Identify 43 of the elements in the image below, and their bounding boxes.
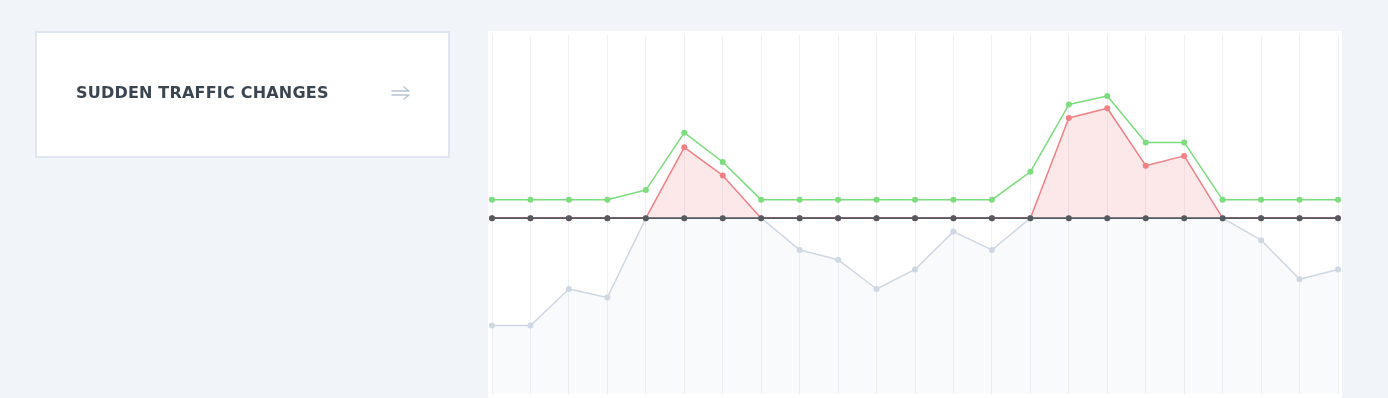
point xyxy=(835,196,842,203)
point xyxy=(565,196,572,203)
point xyxy=(527,196,534,203)
point xyxy=(988,196,995,203)
point xyxy=(1065,115,1072,122)
point xyxy=(1104,93,1111,100)
point xyxy=(1065,101,1072,108)
point xyxy=(1296,276,1303,283)
point xyxy=(1104,105,1111,112)
point xyxy=(758,196,765,203)
point xyxy=(796,196,803,203)
point xyxy=(1027,168,1034,175)
point xyxy=(1142,162,1149,169)
point xyxy=(1335,266,1341,273)
point xyxy=(642,187,649,194)
point xyxy=(912,266,918,273)
point xyxy=(873,285,880,292)
point xyxy=(912,196,918,203)
point xyxy=(1181,152,1188,159)
point xyxy=(565,285,572,292)
point xyxy=(604,196,611,203)
point xyxy=(1219,196,1226,203)
point xyxy=(681,144,688,151)
point xyxy=(681,129,688,136)
point xyxy=(1181,139,1188,146)
point xyxy=(950,196,957,203)
point xyxy=(1296,196,1303,203)
point xyxy=(950,228,957,235)
point xyxy=(527,322,534,329)
point xyxy=(1335,196,1341,203)
point xyxy=(835,256,842,263)
point xyxy=(1258,237,1265,244)
point xyxy=(489,322,495,329)
point xyxy=(873,196,880,203)
point xyxy=(604,294,611,301)
point xyxy=(719,172,726,179)
point xyxy=(1142,139,1149,146)
point xyxy=(719,158,726,165)
point xyxy=(489,196,495,203)
text: SUDDEN TRAFFIC CHANGES xyxy=(76,83,329,102)
point xyxy=(988,246,995,253)
point xyxy=(796,246,803,253)
point xyxy=(1258,196,1265,203)
